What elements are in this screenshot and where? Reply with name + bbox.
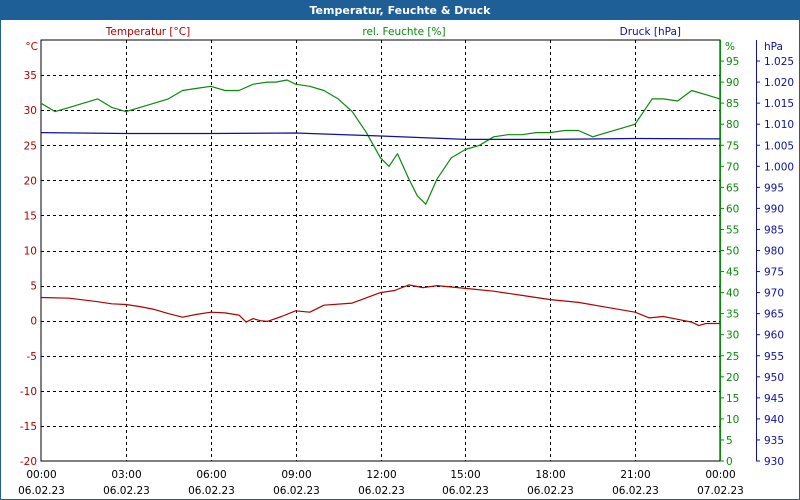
pressure-tick-label: 1.010 [764, 119, 794, 131]
humidity-axis-title: rel. Feuchte [%] [362, 26, 445, 38]
pressure-unit-label: hPa [764, 41, 783, 53]
pressure-axis-title: Druck [hPa] [620, 26, 681, 38]
pressure-tick-label: 1.015 [764, 98, 794, 110]
x-tick-date: 06.02.23 [358, 485, 405, 497]
temperature-series-line [40, 284, 720, 327]
pressure-tick-label: 955 [764, 351, 784, 363]
chart-grid [40, 39, 721, 462]
humidity-tick-label: 55 [726, 224, 739, 236]
temperature-tick-label: 35 [24, 70, 37, 82]
humidity-tick-label: 90 [726, 77, 739, 89]
pressure-tick-label: 985 [764, 224, 784, 236]
x-tick-time: 18:00 [535, 469, 565, 481]
x-tick-date: 06.02.23 [18, 485, 65, 497]
humidity-tick-label: 75 [726, 140, 739, 152]
humidity-tick-label: 0 [726, 456, 733, 468]
humidity-tick-label: 5 [726, 435, 733, 447]
pressure-tick-label: 930 [764, 456, 784, 468]
pressure-tick-label: 935 [764, 435, 784, 447]
x-tick-date: 06.02.23 [188, 485, 235, 497]
x-tick-time: 00:00 [26, 469, 56, 481]
x-tick-time: 12:00 [366, 469, 396, 481]
temperature-tick-label: 5 [30, 281, 37, 293]
humidity-tick-label: 35 [726, 309, 739, 321]
temperature-tick-label: 0 [30, 316, 37, 328]
temperature-tick-label: -5 [27, 351, 37, 363]
pressure-tick-label: 980 [764, 246, 784, 258]
x-tick-time: 06:00 [196, 469, 226, 481]
pressure-tick-label: 960 [764, 330, 784, 342]
humidity-tick-label: 20 [726, 372, 739, 384]
x-tick-time: 03:00 [111, 469, 141, 481]
plot-frame [40, 39, 721, 462]
temperature-unit-label: °C [25, 41, 38, 53]
pressure-tick-label: 1.005 [764, 140, 794, 152]
pressure-tick-label: 965 [764, 309, 784, 321]
chart-plot-area [40, 79, 721, 327]
humidity-series-line [40, 79, 721, 205]
x-tick-time: 21:00 [620, 469, 650, 481]
x-tick-date: 06.02.23 [273, 485, 320, 497]
humidity-tick-label: 85 [726, 98, 739, 110]
humidity-tick-label: 15 [726, 393, 739, 405]
humidity-unit-label: % [725, 41, 735, 53]
x-tick-date: 06.02.23 [442, 485, 489, 497]
humidity-tick-label: 30 [726, 330, 739, 342]
pressure-tick-label: 995 [764, 182, 784, 194]
x-tick-date: 06.02.23 [103, 485, 150, 497]
temperature-axis-title: Temperatur [°C] [105, 26, 190, 38]
pressure-series-line [40, 132, 721, 140]
window-title: Temperatur, Feuchte & Druck [1, 1, 799, 20]
chart-axes: 00:00 06.02.23 03:00 06.02.23 06:00 06.02.23 0… [18, 40, 794, 497]
temperature-tick-label: 10 [24, 246, 37, 258]
temperature-tick-label: -10 [20, 386, 37, 398]
humidity-tick-label: 60 [726, 203, 739, 215]
pressure-tick-label: 1.025 [764, 56, 794, 68]
pressure-tick-label: 975 [764, 267, 784, 279]
temperature-tick-label: 20 [24, 175, 37, 187]
x-tick-time: 09:00 [281, 469, 311, 481]
pressure-tick-label: 1.000 [764, 161, 794, 173]
x-tick-date: 06.02.23 [527, 485, 574, 497]
humidity-tick-label: 65 [726, 182, 739, 194]
temperature-tick-label: 15 [24, 210, 37, 222]
humidity-tick-label: 45 [726, 267, 739, 279]
x-tick-time: 15:00 [450, 469, 480, 481]
x-tick-date: 07.02.23 [697, 485, 744, 497]
temperature-tick-label: 30 [24, 105, 37, 117]
pressure-tick-label: 950 [764, 372, 784, 384]
humidity-tick-label: 50 [726, 246, 739, 258]
pressure-tick-label: 945 [764, 393, 784, 405]
x-tick-date: 06.02.23 [612, 485, 659, 497]
temperature-tick-label: -20 [20, 456, 37, 468]
pressure-tick-label: 970 [764, 288, 784, 300]
x-tick-time: 00:00 [705, 469, 735, 481]
humidity-tick-label: 10 [726, 414, 739, 426]
humidity-tick-label: 25 [726, 351, 739, 363]
pressure-tick-label: 940 [764, 414, 784, 426]
pressure-tick-label: 990 [764, 203, 784, 215]
temperature-tick-label: 25 [24, 140, 37, 152]
humidity-tick-label: 40 [726, 288, 739, 300]
pressure-tick-label: 1.020 [764, 77, 794, 89]
temperature-tick-label: -15 [20, 421, 37, 433]
humidity-tick-label: 95 [726, 56, 739, 68]
humidity-tick-label: 70 [726, 161, 739, 173]
humidity-tick-label: 80 [726, 119, 739, 131]
